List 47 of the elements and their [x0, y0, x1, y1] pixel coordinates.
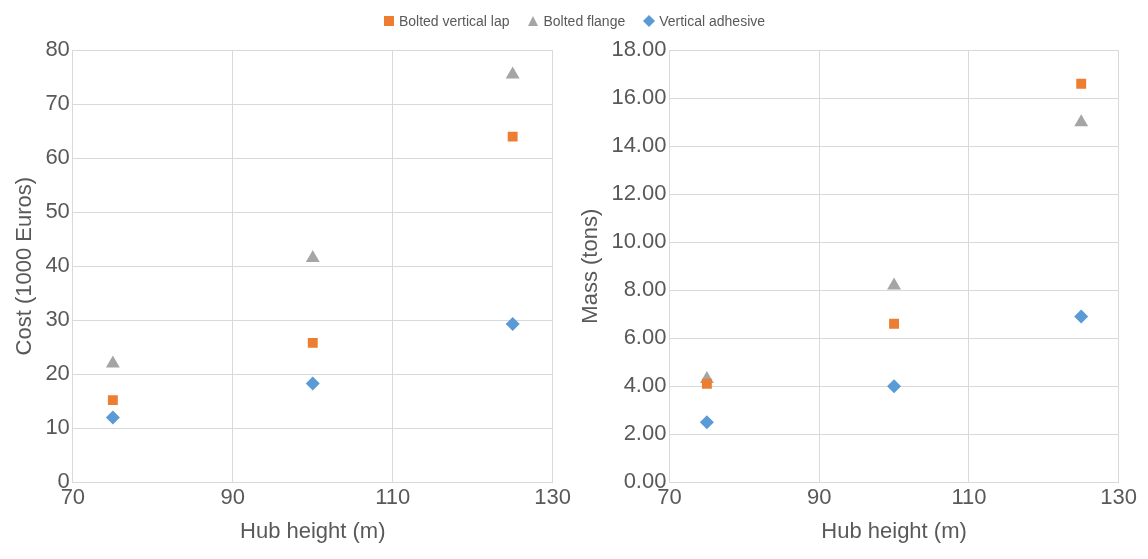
- y-tick-label: 18.00: [611, 36, 667, 62]
- point: [305, 376, 320, 391]
- y-tick-label: 10.00: [611, 228, 667, 254]
- point: [887, 379, 902, 394]
- point: [1074, 309, 1089, 324]
- legend-label: Vertical adhesive: [659, 13, 766, 29]
- x-tick-label: 110: [375, 484, 411, 510]
- y-tick-label: 70: [45, 90, 70, 116]
- point: [507, 131, 518, 142]
- y-tick-label: 6.00: [623, 324, 667, 350]
- y-tick-label: 40: [45, 252, 70, 278]
- y-tick-label: 80: [45, 36, 70, 62]
- point: [505, 316, 520, 331]
- point: [887, 277, 901, 290]
- point: [107, 395, 118, 406]
- y-axis-title: Mass (tons): [577, 208, 603, 324]
- point: [105, 410, 120, 425]
- y-tick-label: 30: [45, 306, 70, 332]
- y-tick-label: 12.00: [611, 180, 667, 206]
- point: [505, 66, 520, 79]
- point: [305, 250, 320, 263]
- point: [699, 415, 714, 430]
- legend-label: Bolted vertical lap: [398, 13, 510, 29]
- point: [701, 378, 712, 389]
- y-tick-label: 14.00: [611, 132, 667, 158]
- point: [1074, 114, 1089, 127]
- y-tick-label: 2.00: [623, 420, 667, 446]
- y-tick-label: 4.00: [623, 372, 667, 398]
- point: [889, 318, 899, 329]
- x-axis-title: Hub height (m): [240, 517, 386, 543]
- x-tick-label: 90: [220, 484, 246, 510]
- y-tick-label: 50: [45, 198, 70, 224]
- point: [105, 355, 120, 368]
- x-tick-label: 110: [951, 484, 987, 510]
- point: [307, 337, 318, 348]
- x-tick-label: 130: [534, 484, 572, 510]
- point: [1076, 78, 1087, 89]
- y-tick-label: 60: [45, 144, 70, 170]
- y-tick-label: 20: [45, 360, 70, 386]
- y-tick-label: 16.00: [611, 84, 667, 110]
- y-axis-title: Cost (1000 Euros): [11, 176, 37, 356]
- x-axis-title: Hub height (m): [821, 517, 967, 543]
- y-tick-label: 8.00: [623, 276, 667, 302]
- y-tick-label: 10: [45, 414, 70, 440]
- x-tick-label: 130: [1100, 484, 1138, 510]
- x-tick-label: 90: [806, 484, 832, 510]
- legend-label: Bolted flange: [543, 13, 626, 29]
